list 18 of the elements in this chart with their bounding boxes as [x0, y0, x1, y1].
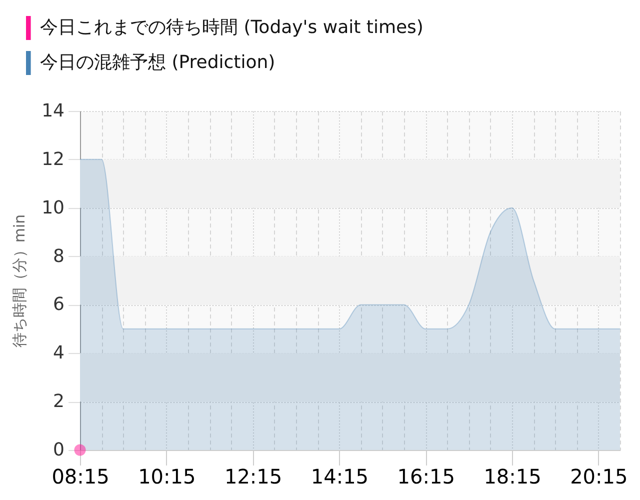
- y-axis-title: 待ち時間（分）min: [10, 214, 29, 348]
- y-tick-label: 8: [53, 246, 64, 267]
- legend-label: 今日これまでの待ち時間 (Today's wait times): [40, 17, 424, 38]
- y-tick-label: 10: [42, 197, 64, 218]
- y-tick-label: 6: [53, 294, 64, 316]
- y-tick-label: 4: [53, 342, 64, 364]
- y-tick-label: 0: [53, 440, 64, 460]
- y-tick-label: 12: [42, 148, 64, 170]
- x-tick-label: 14:15: [310, 464, 369, 488]
- y-tick-label: 14: [42, 100, 64, 122]
- x-tick-label: 12:15: [224, 464, 282, 488]
- x-tick-label: 10:15: [138, 464, 196, 488]
- x-tick-label: 20:15: [570, 464, 628, 488]
- x-tick-label: 16:15: [397, 464, 455, 488]
- legend-label: 今日の混雑予想 (Prediction): [40, 52, 276, 73]
- y-tick-label: 2: [53, 391, 64, 412]
- x-tick-label: 08:15: [52, 464, 110, 488]
- x-tick-label: 18:15: [484, 464, 542, 488]
